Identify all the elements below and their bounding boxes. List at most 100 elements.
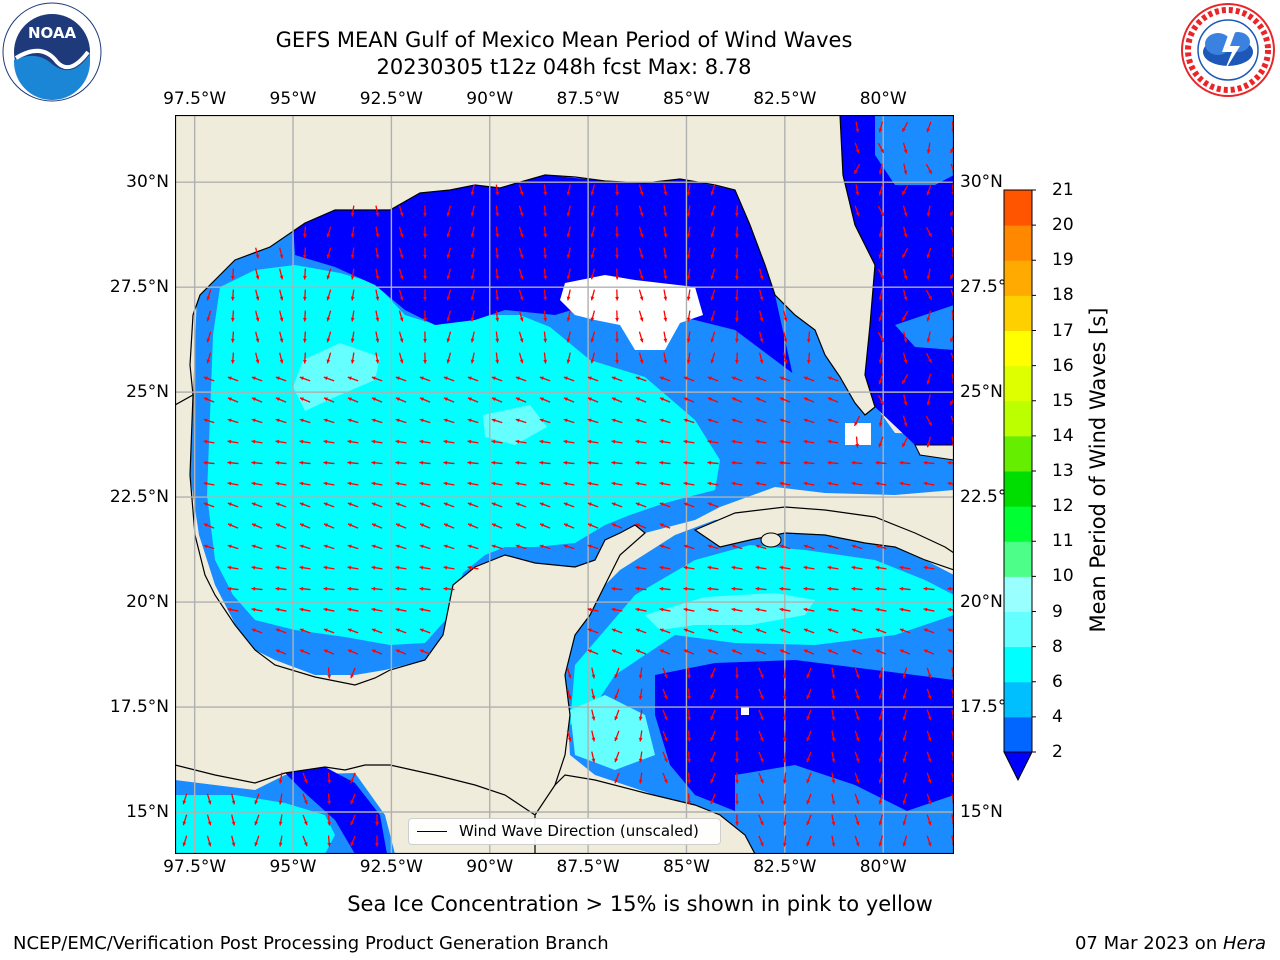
wave-vector-head (543, 191, 548, 196)
wave-vector-head (350, 317, 355, 322)
lon-tick-top: 90°W (466, 89, 514, 109)
wave-vector-head (611, 460, 616, 465)
wave-vector-head (659, 439, 664, 444)
wave-vector-head (567, 737, 572, 742)
wave-vector-head (491, 523, 496, 527)
wave-vector-head (519, 254, 524, 259)
wave-vector-head (419, 439, 424, 444)
atlantic-2-4s-b (895, 305, 954, 350)
wave-vector-head (950, 211, 954, 216)
wave-vector-head (539, 460, 544, 465)
wave-vector-head (519, 338, 524, 343)
wave-vector-head (827, 481, 832, 486)
wave-vector-head (683, 481, 688, 486)
wave-vector-head (275, 439, 280, 444)
wave-vector-head (635, 649, 640, 653)
lat-tick-right: 25°N (960, 382, 1003, 403)
wave-vector-head (371, 649, 376, 653)
wave-vector-head (279, 275, 284, 280)
wave-vector-head (467, 544, 472, 549)
wave-vector-head (878, 380, 883, 385)
lat-tick-left: 30°N (126, 172, 169, 193)
wave-vector-head (615, 254, 619, 259)
wave-vector-head (803, 544, 808, 549)
wave-vector-head (875, 649, 880, 653)
wave-vector-head (927, 674, 932, 679)
wave-vector-head (902, 674, 907, 679)
lon-tick-bottom: 85°W (662, 857, 710, 877)
wave-vector-head (543, 254, 548, 259)
colorbar-tick-label: 20 (1052, 215, 1074, 236)
wave-vector-head (302, 317, 307, 322)
wave-vector-head (467, 397, 472, 401)
colorbar-segment (1004, 225, 1032, 261)
wave-vector-head (663, 737, 668, 742)
wave-vector-head (395, 523, 400, 527)
wave-vector-head (350, 842, 354, 847)
wave-vector-head (782, 737, 787, 742)
wave-vector-head (495, 275, 500, 280)
wave-vector-head (206, 296, 211, 301)
wave-vector-head (686, 212, 691, 217)
wave-vector-head (615, 233, 619, 238)
lat-tick-left: 20°N (126, 592, 169, 613)
wave-vector-head (923, 607, 928, 612)
wave-vector-head (323, 439, 328, 444)
wave-vector-head (231, 821, 236, 826)
wave-vector-head (539, 376, 544, 381)
colorbar-tick-label: 11 (1052, 531, 1074, 552)
wave-vector-head (207, 821, 212, 826)
wave-vector-head (371, 565, 376, 570)
wave-vector-head (827, 397, 832, 401)
wave-vector-head (806, 821, 811, 826)
colorbar-tick-label: 13 (1052, 461, 1074, 481)
wave-vector-head (928, 421, 932, 426)
wave-vector-head (755, 649, 760, 653)
wave-vector-head (230, 338, 235, 343)
wave-vector-head (611, 649, 616, 653)
wave-vector-head (203, 376, 208, 381)
wave-vector-head (275, 481, 280, 486)
wave-vector-head (663, 779, 668, 784)
wave-vector-head (375, 359, 380, 364)
colorbar-tick-label: 10 (1052, 566, 1074, 587)
colorbar-segment (1004, 190, 1032, 226)
wave-vector-head (566, 359, 571, 364)
lon-tick-bottom: 95°W (269, 857, 317, 877)
wave-vector-head (707, 376, 712, 381)
wave-vector-head (326, 296, 331, 301)
wave-vector-head (347, 481, 352, 486)
wave-vector-head (902, 821, 907, 826)
wave-vector-head (611, 628, 616, 633)
wave-vector-head (519, 275, 524, 280)
wave-vector-head (663, 191, 668, 196)
wave-vector-head (491, 439, 496, 444)
wave-vector-head (659, 460, 664, 465)
wave-vector-head (395, 397, 400, 401)
wave-vector-head (563, 397, 568, 401)
wave-vector-head (831, 716, 836, 721)
wave-vector-head (275, 376, 280, 381)
wave-vector-head (323, 397, 328, 401)
wave-vector-head (902, 842, 907, 847)
wave-vector-head (206, 317, 211, 322)
wave-vector-head (566, 275, 571, 280)
wave-vector-head (710, 296, 715, 301)
wave-vector-head (275, 460, 280, 465)
wave-vector-head (590, 275, 595, 280)
wave-vector-head (638, 758, 643, 763)
wave-vector-head (251, 586, 256, 591)
wave-vector-head (419, 544, 424, 549)
wave-vector-head (491, 460, 496, 465)
wave-vector-head (615, 338, 619, 343)
wave-vector-head (515, 544, 520, 549)
wave-vector-head (878, 317, 883, 322)
wave-vector-head (539, 397, 544, 401)
colorbar-tick-label: 18 (1052, 285, 1074, 306)
wave-vector-head (687, 800, 692, 805)
wave-vector-head (831, 800, 836, 805)
wave-vector-head (782, 779, 787, 784)
wave-vector-head (759, 338, 764, 343)
wave-vector-head (659, 523, 664, 527)
wave-vector-head (855, 779, 860, 784)
